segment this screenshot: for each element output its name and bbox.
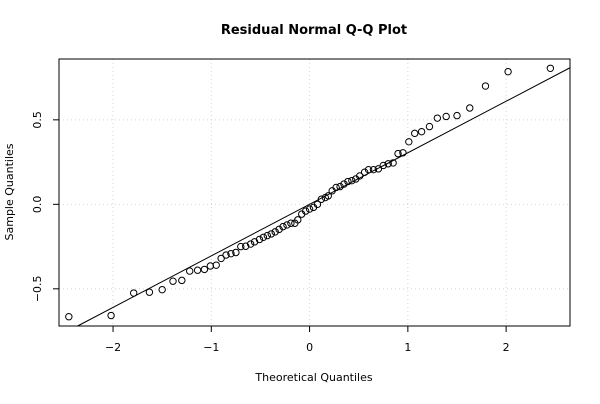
data-point [453, 111, 461, 120]
data-point [348, 176, 356, 185]
data-point [317, 195, 326, 203]
x-tick-label: 0 [306, 341, 313, 354]
data-point [425, 122, 434, 131]
data-point [411, 129, 419, 138]
data-point [259, 233, 268, 241]
data-point [313, 200, 322, 209]
y-axis-label: Sample Quantiles [3, 143, 16, 240]
x-tick-label: −1 [203, 341, 219, 354]
data-point [364, 165, 373, 174]
data-point [222, 251, 230, 259]
data-point [158, 285, 166, 294]
data-point [384, 160, 392, 168]
data-point [185, 267, 194, 275]
data-point [255, 235, 264, 244]
data-point [394, 149, 402, 158]
data-point [145, 288, 154, 296]
data-point [263, 231, 272, 240]
data-point [294, 216, 302, 224]
data-point [546, 64, 555, 72]
data-point [65, 313, 73, 321]
x-tick-label: 1 [404, 341, 411, 354]
data-point [405, 138, 413, 146]
data-point [212, 261, 220, 269]
data-point [206, 262, 215, 270]
data-points [65, 64, 555, 321]
data-point [360, 168, 369, 176]
x-axis-label: Theoretical Quantiles [254, 371, 372, 384]
data-point [232, 248, 240, 257]
data-point [332, 183, 340, 192]
data-point [217, 254, 225, 263]
data-point [107, 311, 115, 320]
data-point [433, 114, 442, 122]
data-point [389, 159, 397, 167]
data-point [481, 82, 490, 90]
data-point [301, 207, 310, 215]
y-tick-label: 0.0 [31, 196, 44, 214]
data-point [178, 276, 186, 285]
data-point [287, 219, 295, 227]
data-point [340, 180, 348, 188]
data-point [324, 192, 332, 200]
data-point [169, 277, 177, 285]
y-tick-label: 0.5 [31, 111, 44, 129]
x-tick-label: −2 [105, 341, 121, 354]
data-point [227, 249, 235, 258]
data-point [283, 221, 291, 229]
data-point [336, 182, 344, 191]
data-point [305, 205, 314, 213]
data-point [200, 265, 209, 274]
x-axis: −2 −1 0 1 2 [105, 326, 510, 354]
grid-lines [59, 59, 570, 326]
data-point [417, 127, 426, 136]
y-tick-label: −0.5 [31, 275, 44, 302]
data-point [242, 242, 250, 250]
data-point [442, 112, 450, 121]
chart-title: Residual Normal Q-Q Plot [221, 23, 407, 38]
data-point [399, 149, 407, 157]
data-point [466, 104, 474, 112]
y-axis: −0.5 0.0 0.5 [31, 111, 59, 302]
data-point [271, 228, 279, 236]
data-point [279, 222, 287, 231]
data-point [129, 289, 138, 297]
data-point [267, 230, 275, 238]
data-point [374, 165, 383, 173]
data-point [237, 242, 245, 251]
data-point [344, 177, 352, 186]
data-point [504, 67, 512, 76]
plot-frame [58, 58, 571, 327]
data-point [379, 161, 387, 170]
data-point [193, 266, 202, 274]
x-tick-label: 2 [503, 341, 510, 354]
data-point [356, 172, 364, 180]
data-point [369, 165, 378, 174]
data-point [246, 240, 255, 248]
